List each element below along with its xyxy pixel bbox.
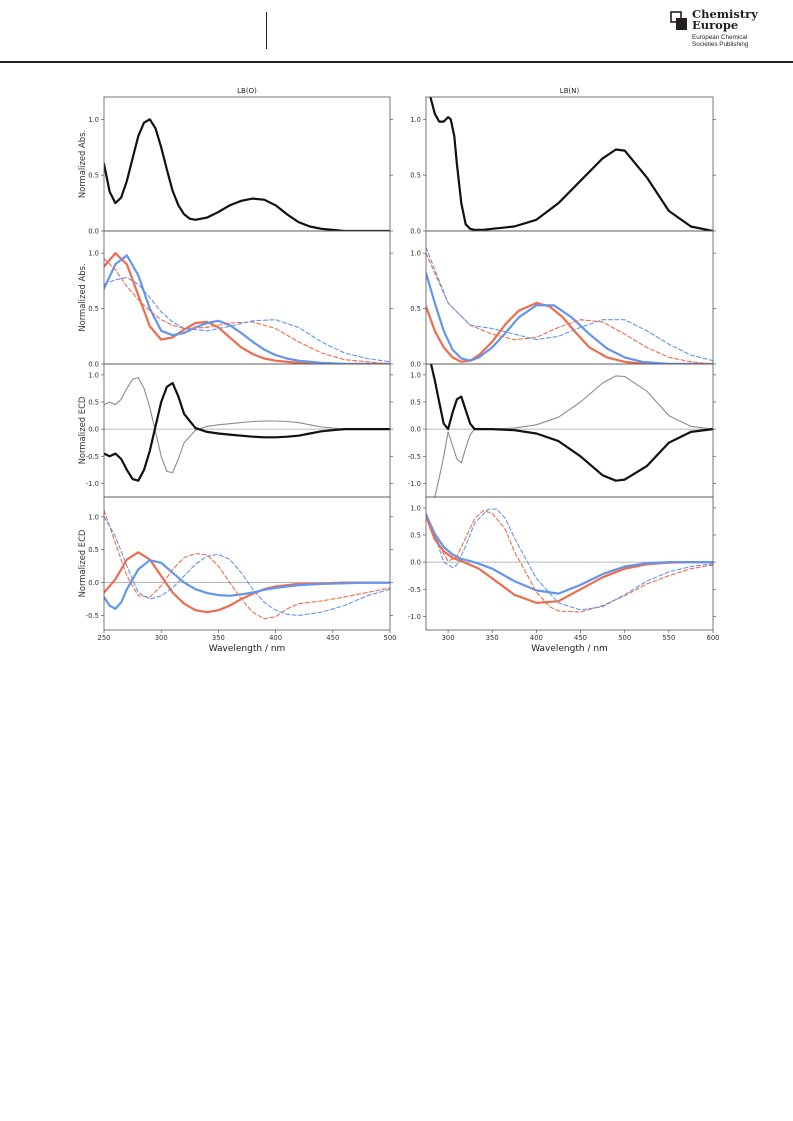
- panel-title: LB(N): [560, 87, 580, 95]
- y-axis-label: Normalized ECD: [77, 397, 87, 465]
- series-line-blue-dash: [426, 508, 713, 611]
- y-tick-label: -0.5: [86, 453, 99, 461]
- y-tick-label: 1.0: [410, 250, 421, 258]
- plot-frame: [103, 363, 391, 498]
- y-tick-label: 0.0: [410, 228, 421, 236]
- y-tick-label: 0.0: [410, 559, 421, 567]
- plot-frame: [425, 230, 714, 365]
- series-line-exp: [429, 364, 713, 482]
- x-tick-label: 600: [707, 634, 720, 642]
- logo-title: Chemistry Europe: [692, 7, 758, 32]
- x-tick-label: 450: [326, 634, 339, 642]
- y-tick-label: 0.5: [410, 172, 421, 180]
- y-tick-label: 1.0: [410, 116, 421, 124]
- y-axis-label: Normalized ECD: [77, 530, 87, 598]
- y-tick-label: -0.5: [408, 453, 421, 461]
- y-tick-label: -0.5: [408, 586, 421, 594]
- x-tick-label: 400: [530, 634, 543, 642]
- header-divider: [266, 12, 267, 49]
- logo-line-2: Europe: [692, 18, 739, 32]
- series-line-exp: [429, 97, 713, 231]
- y-tick-label: -1.0: [86, 480, 99, 488]
- series-line-blue: [426, 513, 713, 595]
- logo-sub-line-2: Societies Publishing: [692, 41, 749, 49]
- y-tick-label: 1.0: [88, 371, 99, 379]
- y-tick-label: 0.0: [410, 361, 421, 369]
- y-tick-label: 1.0: [410, 371, 421, 379]
- x-tick-label: 350: [212, 634, 225, 642]
- series-line-blue-dash: [104, 277, 390, 363]
- y-tick-label: 0.5: [410, 532, 421, 540]
- series-line-blue-dash: [104, 516, 390, 617]
- y-tick-label: 0.5: [410, 305, 421, 313]
- logo-sub-line-1: European Chemical: [692, 34, 748, 41]
- y-tick-label: 1.0: [410, 504, 421, 512]
- y-tick-label: 0.0: [88, 228, 99, 236]
- x-tick-label: 300: [155, 634, 168, 642]
- x-tick-label: 400: [269, 634, 282, 642]
- x-axis-label: Wavelength / nm: [531, 644, 608, 654]
- plot-frame: [425, 496, 714, 631]
- y-tick-label: -0.5: [86, 612, 99, 620]
- y-tick-label: 0.0: [88, 361, 99, 369]
- series-line-red: [426, 301, 713, 364]
- x-tick-label: 500: [618, 634, 631, 642]
- series-line-red-dash: [426, 252, 713, 364]
- plot-frame: [425, 363, 714, 498]
- y-tick-label: -1.0: [408, 613, 421, 621]
- series-line-blue: [104, 559, 390, 610]
- header-rule: [0, 61, 793, 63]
- series-line-mirror: [104, 377, 390, 474]
- series-line-red-dash: [426, 510, 713, 613]
- y-tick-label: 0.0: [88, 579, 99, 587]
- logo-subtitle: European Chemical Societies Publishing: [692, 34, 748, 49]
- x-tick-label: 300: [442, 634, 455, 642]
- y-tick-label: 1.0: [88, 250, 99, 258]
- series-line-blue: [426, 272, 713, 364]
- y-tick-label: 0.5: [88, 546, 99, 554]
- y-tick-label: 0.5: [410, 399, 421, 407]
- chemistry-europe-logo: Chemistry Europe European Chemical Socie…: [670, 7, 770, 53]
- x-tick-label: 500: [384, 634, 397, 642]
- y-axis-label: Normalized Abs.: [77, 263, 87, 331]
- y-tick-label: 0.0: [88, 426, 99, 434]
- x-tick-label: 550: [662, 634, 675, 642]
- logo-line-1: Chemistry: [692, 7, 758, 21]
- y-tick-label: 1.0: [88, 513, 99, 521]
- y-tick-label: 1.0: [88, 116, 99, 124]
- x-tick-label: 450: [574, 634, 587, 642]
- series-line-red-dash: [104, 509, 390, 620]
- series-line-blue-dash: [426, 247, 713, 362]
- series-line-blue: [104, 254, 390, 364]
- series-line-mirror: [434, 375, 713, 497]
- y-tick-label: -1.0: [408, 480, 421, 488]
- plot-frame: [103, 96, 391, 232]
- series-line-exp: [104, 381, 390, 482]
- y-axis-label: Normalized Abs.: [77, 130, 87, 198]
- y-tick-label: 0.5: [88, 305, 99, 313]
- y-tick-label: 0.0: [410, 426, 421, 434]
- y-tick-label: 0.5: [88, 399, 99, 407]
- chemistry-europe-logo-icon: [670, 11, 687, 30]
- x-axis-label: Wavelength / nm: [209, 644, 286, 654]
- plot-frame: [103, 496, 391, 631]
- series-line-exp: [104, 118, 390, 231]
- x-tick-label: 250: [98, 634, 111, 642]
- x-tick-label: 350: [486, 634, 499, 642]
- series-line-red-dash: [104, 258, 390, 364]
- y-tick-label: 0.5: [88, 172, 99, 180]
- panel-title: LB(O): [237, 87, 257, 95]
